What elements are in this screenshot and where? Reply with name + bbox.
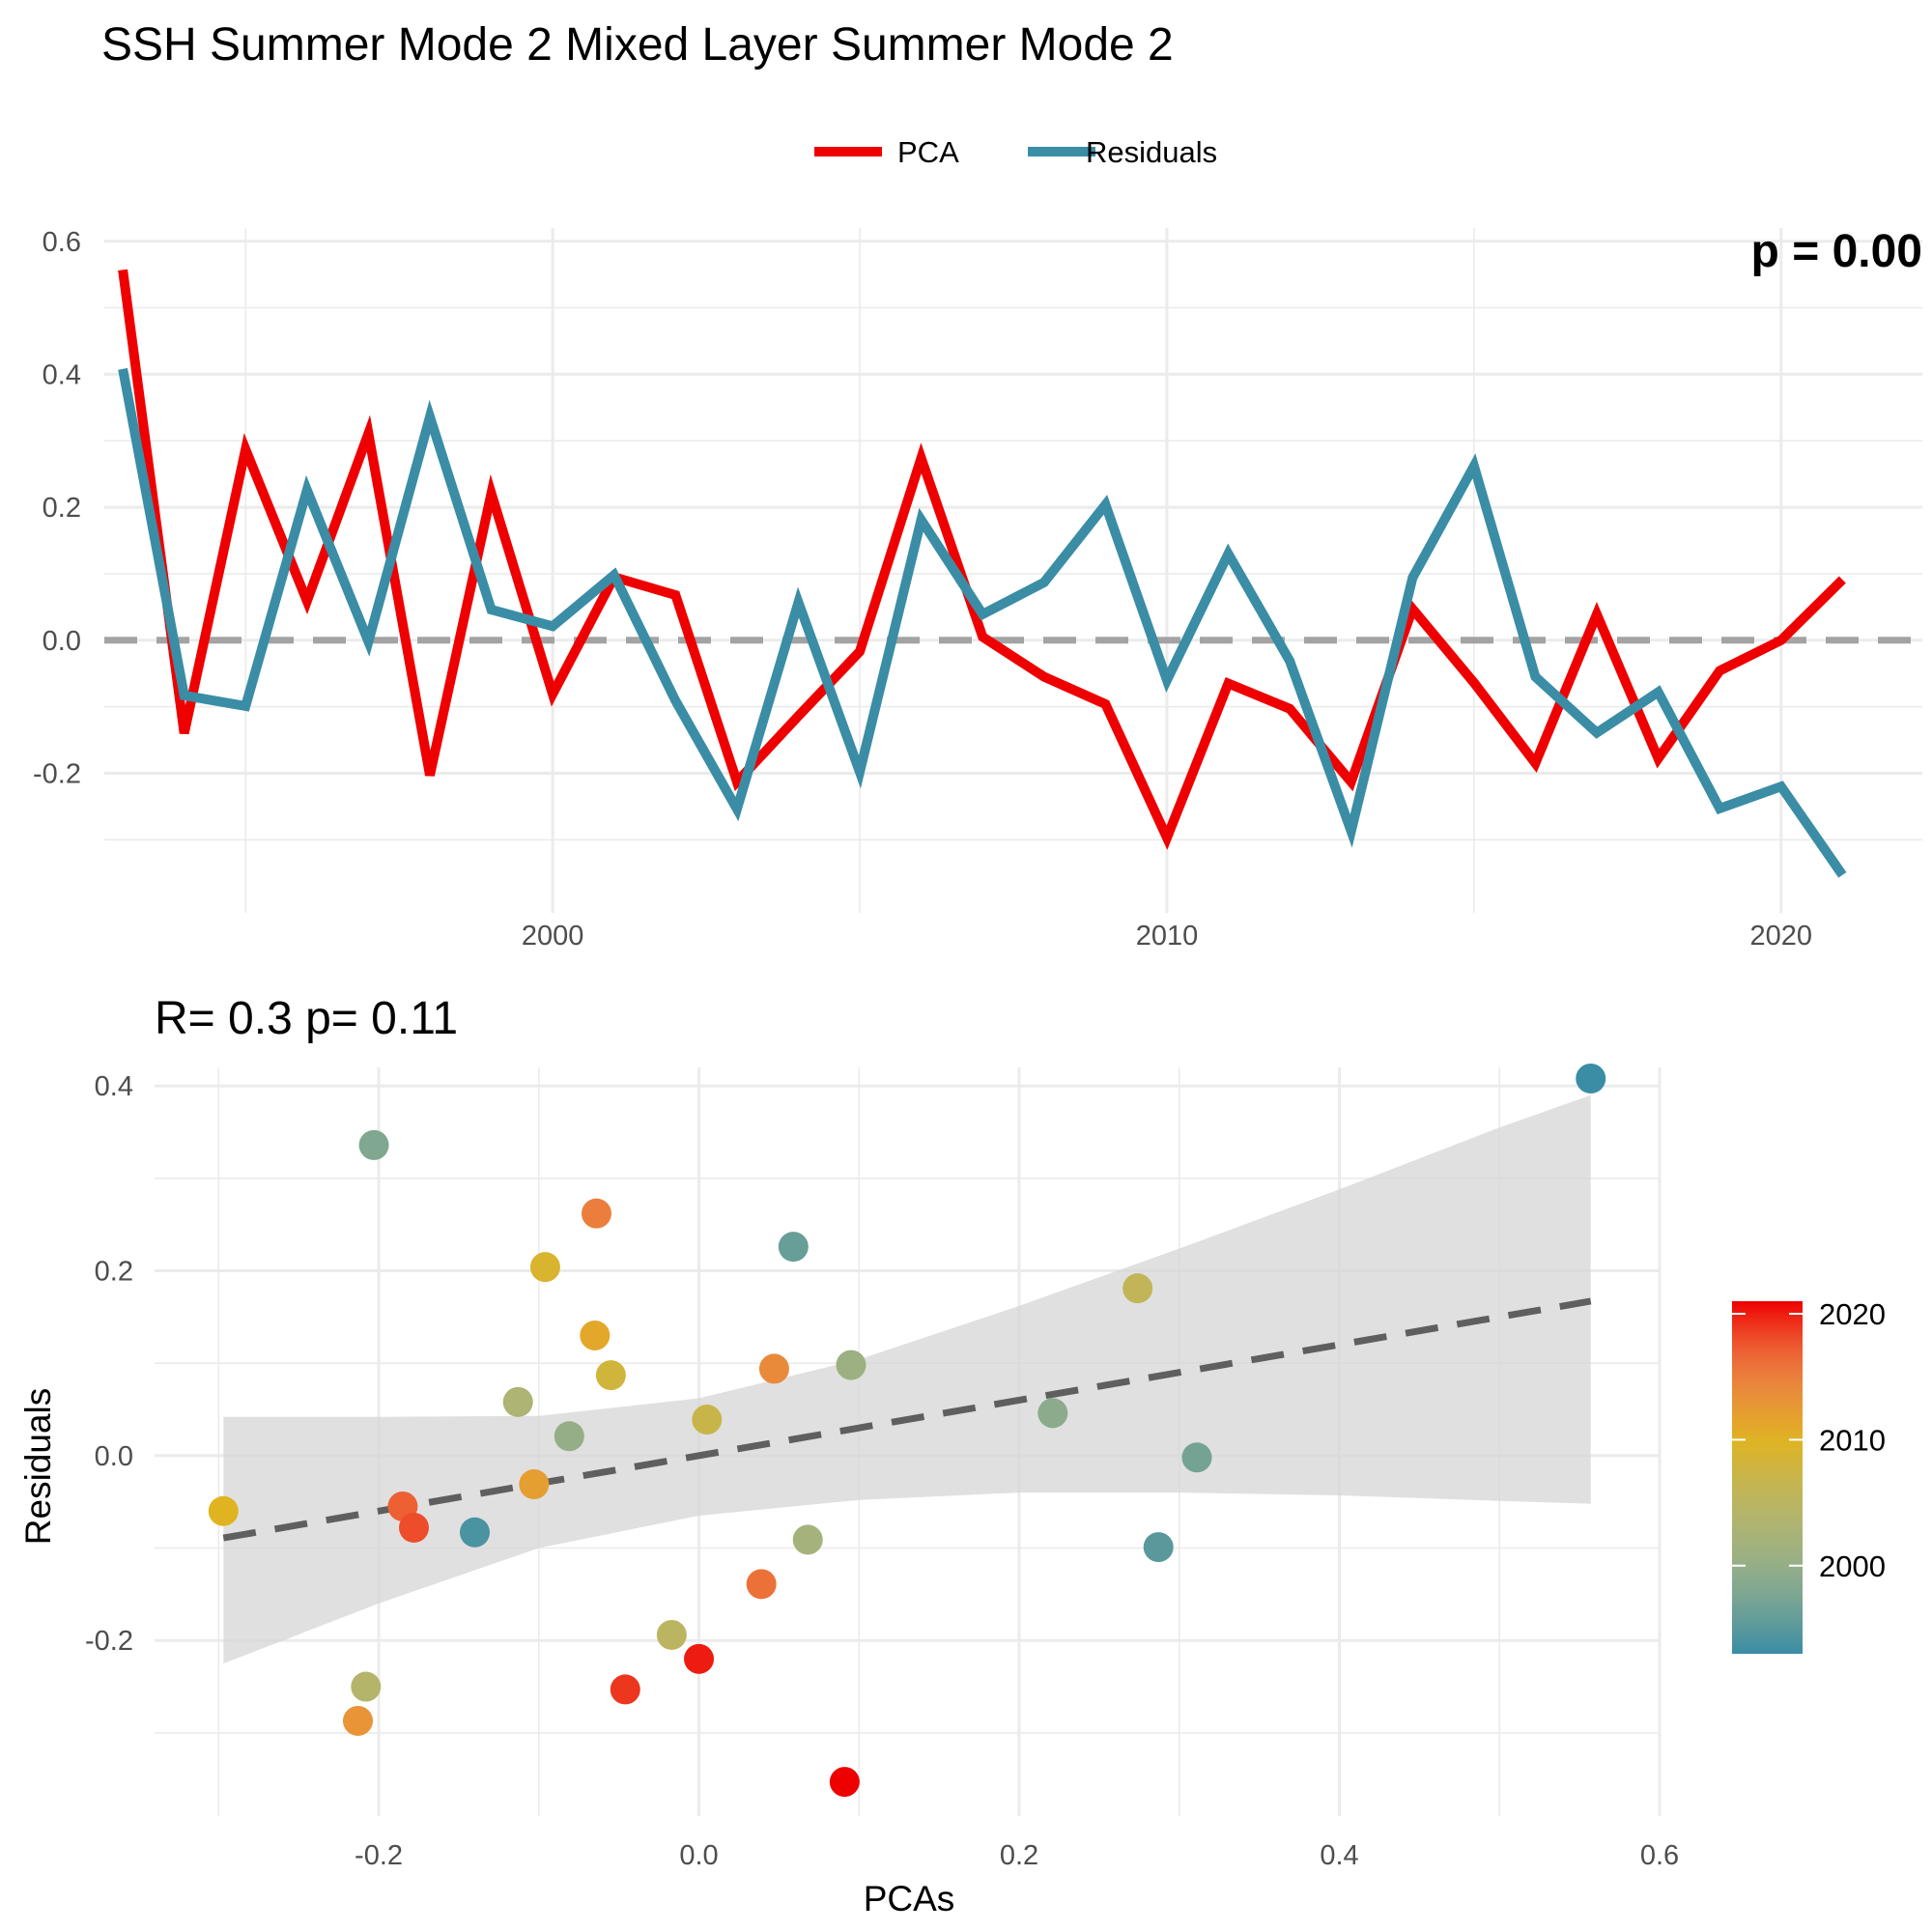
scatter-point	[459, 1517, 490, 1548]
x-tick-label: 0.6	[1640, 1840, 1679, 1871]
scatter-point	[1122, 1273, 1153, 1304]
timeseries-lines	[118, 269, 1847, 878]
timeseries-panel: -0.2 0.0 0.2 0.4 0.6 2000 2010 2020 p = 0.00 P…	[33, 135, 1922, 952]
scatter-point	[1037, 1398, 1068, 1429]
x-axis-title: PCAs	[864, 1879, 955, 1918]
scatter-point	[758, 1353, 789, 1384]
scatter-point	[746, 1569, 777, 1600]
scatter-point	[778, 1232, 809, 1263]
scatter-point	[1576, 1063, 1606, 1094]
scatter-point	[581, 1198, 611, 1229]
y-tick-label: -0.2	[33, 758, 81, 789]
scatter-point	[692, 1405, 723, 1435]
scatter-point	[836, 1350, 867, 1380]
x-tick-label: 2020	[1750, 921, 1813, 952]
x-tick-label: 2010	[1136, 921, 1199, 952]
scatter-point	[792, 1524, 823, 1555]
scatter-point	[399, 1512, 430, 1543]
scatter-point	[358, 1129, 389, 1160]
scatter-point	[529, 1252, 560, 1283]
scatter-points	[208, 1063, 1606, 1798]
scatter-point	[208, 1495, 239, 1526]
x-tick-label: 0.2	[1000, 1840, 1038, 1871]
colorbar-tick-label: 2000	[1819, 1549, 1886, 1583]
scatter-point	[580, 1320, 611, 1350]
confidence-band	[223, 1094, 1591, 1664]
timeseries-legend: PCA Residuals	[814, 135, 1217, 169]
x-tick-label: 0.4	[1320, 1840, 1358, 1871]
x-tick-label: -0.2	[355, 1840, 403, 1871]
scatter-y-tick-labels: -0.2 0.0 0.2 0.4	[85, 1071, 133, 1657]
y-tick-label: 0.4	[43, 359, 81, 390]
confidence-band-area	[223, 1094, 1591, 1664]
figure-title: SSH Summer Mode 2 Mixed Layer Summer Mod…	[101, 19, 1174, 71]
scatter-point	[342, 1705, 373, 1736]
scatter-point	[502, 1386, 533, 1417]
scatter-title: R= 0.3 p= 0.11	[155, 993, 458, 1044]
scatter-point	[656, 1619, 687, 1650]
series-line-residuals	[118, 367, 1847, 878]
scatter-point	[1181, 1442, 1212, 1473]
legend-label-residuals: Residuals	[1086, 135, 1217, 169]
corner-annotation: p = 0.00	[1751, 226, 1922, 277]
colorbar-tick-label: 2010	[1819, 1423, 1886, 1457]
y-axis-title: Residuals	[18, 1388, 58, 1545]
y-tick-label: 0.2	[43, 493, 81, 524]
scatter-point	[610, 1674, 640, 1705]
legend-label-pca: PCA	[897, 135, 959, 169]
year-colorbar: 2000 2010 2020	[1732, 1297, 1886, 1654]
y-tick-label: 0.6	[43, 227, 81, 258]
y-tick-label: 0.4	[95, 1071, 133, 1102]
scatter-x-tick-labels: -0.2 0.0 0.2 0.4 0.6	[355, 1840, 1679, 1871]
p-value-annotation: p = 0.00	[1751, 226, 1922, 277]
timeseries-gridlines	[104, 228, 1922, 913]
series-line-pca	[118, 269, 1846, 850]
scatter-point	[829, 1767, 860, 1798]
timeseries-x-tick-labels: 2000 2010 2020	[522, 921, 1812, 952]
scatter-point	[595, 1360, 626, 1391]
colorbar-bar	[1732, 1301, 1803, 1654]
scatter-panel: R= 0.3 p= 0.11 -0.2 0.0 0.2 0.4 -0.2 0.0 0.2 0…	[18, 993, 1886, 1918]
y-tick-label: -0.2	[85, 1626, 133, 1657]
scatter-point	[351, 1671, 382, 1702]
x-tick-label: 0.0	[679, 1840, 718, 1871]
scatter-point	[1143, 1532, 1174, 1563]
scatter-point	[554, 1421, 584, 1452]
y-tick-label: 0.0	[43, 626, 81, 657]
y-tick-label: 0.2	[95, 1256, 133, 1287]
x-tick-label: 2000	[522, 921, 584, 952]
regression-dashed-line	[222, 1297, 1592, 1542]
colorbar-tick-label: 2020	[1819, 1297, 1886, 1331]
scatter-point	[519, 1469, 550, 1500]
scatter-point	[684, 1643, 715, 1674]
regression-line	[222, 1297, 1592, 1542]
y-tick-label: 0.0	[95, 1441, 133, 1472]
timeseries-y-tick-labels: -0.2 0.0 0.2 0.4 0.6	[33, 227, 81, 790]
